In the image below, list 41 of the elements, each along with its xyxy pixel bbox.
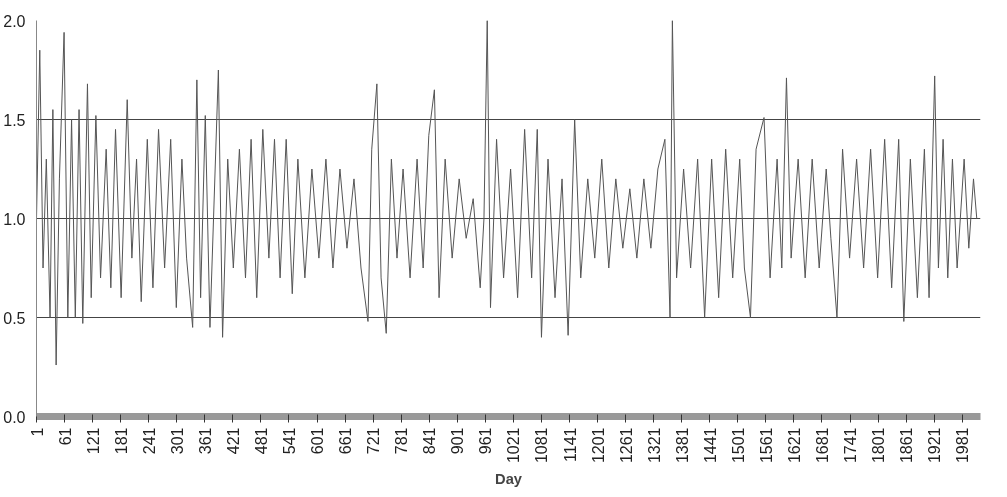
x-tick-label: 1501 bbox=[729, 427, 747, 464]
x-tick-label: 781 bbox=[393, 427, 411, 455]
x-tick-label: 721 bbox=[365, 427, 383, 455]
x-tick-label: 1861 bbox=[898, 427, 916, 464]
x-tick-label: 241 bbox=[140, 427, 158, 455]
x-tick-label: 301 bbox=[168, 427, 186, 455]
x-tick-label: 1261 bbox=[617, 427, 635, 464]
x-tick-label: 1381 bbox=[673, 427, 691, 464]
x-tick-label: 1321 bbox=[645, 427, 663, 464]
x-tick-label: 1921 bbox=[926, 427, 944, 464]
y-tick-label: 0.0 bbox=[3, 408, 26, 426]
x-tick-label: 1 bbox=[28, 427, 46, 437]
x-tick-label: 121 bbox=[84, 427, 102, 455]
x-tick-label: 1981 bbox=[954, 427, 972, 464]
x-tick-label: 181 bbox=[112, 427, 130, 455]
x-axis-title: Day bbox=[495, 471, 523, 488]
y-tick-label: 0.5 bbox=[3, 309, 26, 327]
x-tick-label: 1561 bbox=[757, 427, 775, 464]
y-tick-label: 1.5 bbox=[3, 111, 26, 129]
x-tick-label: 361 bbox=[196, 427, 214, 455]
x-tick-label: 961 bbox=[477, 427, 495, 455]
x-tick-label: 1141 bbox=[561, 427, 579, 462]
x-tick-label: 421 bbox=[224, 427, 242, 455]
x-tick-label: 661 bbox=[337, 427, 355, 455]
x-tick-label: 1801 bbox=[870, 427, 888, 464]
y-tick-label: 1.0 bbox=[3, 210, 26, 228]
x-tick-label: 1621 bbox=[785, 427, 803, 464]
x-tick-label: 1681 bbox=[814, 427, 831, 464]
x-tick-label: 1081 bbox=[533, 427, 551, 464]
x-tick-label: 481 bbox=[252, 427, 270, 455]
x-tick-label: 1741 bbox=[842, 427, 860, 464]
y-tick-label: 2.0 bbox=[3, 12, 26, 30]
x-tick-label: 61 bbox=[56, 427, 74, 446]
x-tick-label: 541 bbox=[280, 427, 298, 455]
x-tick-label: 1201 bbox=[589, 427, 607, 464]
line-series bbox=[36, 20, 978, 366]
x-tick-label: 901 bbox=[449, 427, 467, 455]
x-tick-label: 841 bbox=[421, 427, 439, 455]
x-tick-label: 601 bbox=[309, 427, 327, 455]
x-tick-label: 1021 bbox=[505, 427, 523, 464]
x-tick-label: 1441 bbox=[701, 427, 719, 464]
